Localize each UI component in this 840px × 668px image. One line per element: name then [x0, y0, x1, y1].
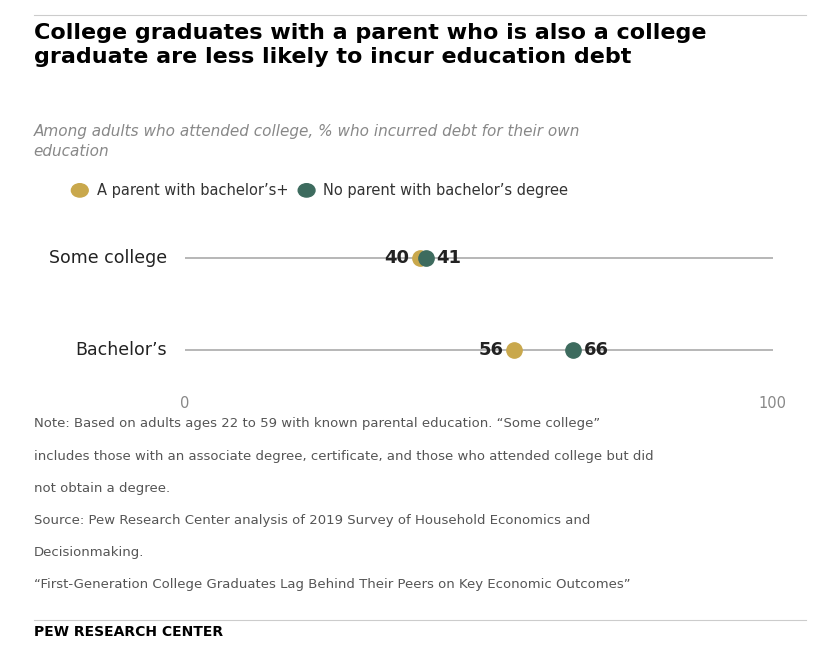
Text: Source: Pew Research Center analysis of 2019 Survey of Household Economics and: Source: Pew Research Center analysis of …	[34, 514, 590, 526]
Text: Some college: Some college	[49, 248, 167, 267]
Text: Decisionmaking.: Decisionmaking.	[34, 546, 144, 558]
Text: No parent with bachelor’s degree: No parent with bachelor’s degree	[323, 183, 569, 198]
Text: Among adults who attended college, % who incurred debt for their own
education: Among adults who attended college, % who…	[34, 124, 580, 159]
Text: not obtain a degree.: not obtain a degree.	[34, 482, 170, 494]
Text: 41: 41	[437, 248, 461, 267]
Text: College graduates with a parent who is also a college
graduate are less likely t: College graduates with a parent who is a…	[34, 23, 706, 67]
Text: Bachelor’s: Bachelor’s	[76, 341, 167, 359]
Text: 66: 66	[584, 341, 608, 359]
Text: Note: Based on adults ages 22 to 59 with known parental education. “Some college: Note: Based on adults ages 22 to 59 with…	[34, 418, 600, 430]
Text: 40: 40	[385, 248, 409, 267]
Text: A parent with bachelor’s+: A parent with bachelor’s+	[97, 183, 288, 198]
Text: includes those with an associate degree, certificate, and those who attended col: includes those with an associate degree,…	[34, 450, 654, 462]
Text: “First-Generation College Graduates Lag Behind Their Peers on Key Economic Outco: “First-Generation College Graduates Lag …	[34, 578, 630, 591]
Text: 56: 56	[479, 341, 503, 359]
Text: PEW RESEARCH CENTER: PEW RESEARCH CENTER	[34, 625, 223, 639]
